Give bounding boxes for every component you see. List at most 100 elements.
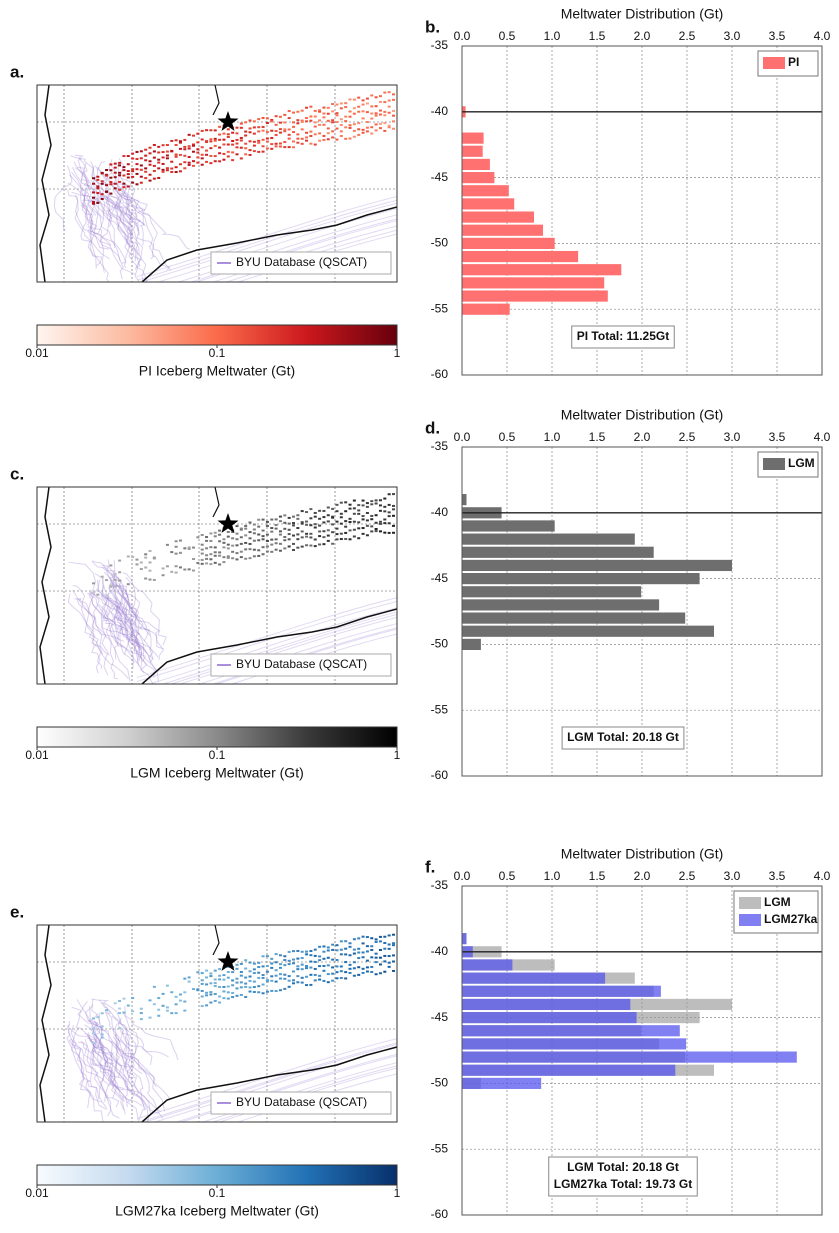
meltwater-point (200, 543, 204, 546)
meltwater-point (344, 137, 348, 140)
legend-box (757, 451, 819, 478)
meltwater-point (170, 139, 174, 142)
meltwater-point (122, 182, 126, 185)
meltwater-point (357, 937, 361, 940)
meltwater-point (226, 547, 230, 550)
meltwater-point (365, 966, 369, 969)
track (98, 604, 147, 662)
track (116, 596, 155, 678)
meltwater-point (157, 1014, 161, 1017)
meltwater-point (235, 538, 239, 541)
meltwater-point (218, 160, 222, 163)
meltwater-point (278, 954, 282, 957)
bar (462, 933, 467, 945)
meltwater-point (270, 147, 274, 150)
meltwater-point (257, 518, 261, 521)
meltwater-point (365, 970, 369, 973)
y-tick-label: -40 (431, 505, 449, 519)
bar (462, 972, 606, 984)
meltwater-point (278, 549, 282, 552)
meltwater-point (170, 171, 174, 174)
meltwater-point (292, 515, 295, 518)
meltwater-point (326, 964, 330, 967)
track (90, 1028, 120, 1108)
x-tick-label: 4.0 (814, 869, 831, 883)
meltwater-point (118, 579, 122, 582)
track (106, 196, 148, 282)
meltwater-point (100, 1033, 104, 1036)
meltwater-point (292, 125, 295, 128)
meltwater-point (313, 545, 317, 548)
track (108, 576, 148, 654)
meltwater-point (270, 957, 274, 960)
track (70, 1027, 100, 1100)
meltwater-point (370, 965, 374, 968)
meltwater-point (305, 984, 309, 987)
meltwater-point (313, 125, 317, 128)
meltwater-point (339, 512, 343, 515)
meltwater-point (383, 129, 387, 132)
track (101, 593, 159, 658)
meltwater-point (274, 527, 278, 530)
meltwater-point (270, 143, 274, 146)
meltwater-point (209, 147, 213, 150)
meltwater-point (257, 554, 261, 557)
meltwater-point (339, 135, 343, 138)
meltwater-point (209, 162, 213, 165)
track (111, 582, 141, 653)
meltwater-point (331, 966, 335, 969)
meltwater-point (357, 110, 361, 113)
meltwater-point (144, 566, 148, 569)
meltwater-point (361, 956, 365, 959)
meltwater-point (209, 154, 213, 157)
x-tick-label: 1.5 (589, 29, 606, 43)
legend-swatch (763, 57, 785, 69)
map-bg (37, 85, 397, 282)
meltwater-point (218, 533, 222, 536)
meltwater-point (283, 521, 287, 524)
meltwater-point (165, 167, 169, 170)
meltwater-point (113, 176, 117, 179)
coastline (141, 1046, 397, 1122)
track (74, 598, 103, 655)
meltwater-point (322, 536, 326, 539)
meltwater-point (165, 984, 169, 987)
meltwater-point (231, 530, 235, 533)
track (103, 592, 132, 656)
track (71, 1028, 126, 1103)
meltwater-point (252, 991, 256, 994)
track (73, 161, 112, 246)
meltwater-point (235, 525, 239, 528)
meltwater-point (322, 979, 326, 982)
track (87, 588, 109, 676)
meltwater-point (239, 993, 243, 996)
meltwater-point (200, 972, 204, 975)
panel-label: f. (425, 857, 435, 876)
meltwater-point (222, 985, 226, 988)
meltwater-point (248, 521, 252, 524)
meltwater-point (361, 967, 365, 970)
meltwater-point (257, 961, 261, 964)
meltwater-point (139, 157, 143, 160)
meltwater-point (278, 520, 282, 523)
meltwater-point (222, 561, 226, 564)
meltwater-point (322, 138, 326, 141)
meltwater-point (196, 132, 200, 135)
meltwater-point (331, 507, 335, 510)
meltwater-point (183, 161, 187, 164)
meltwater-point (92, 1042, 95, 1045)
meltwater-point (318, 119, 322, 122)
meltwater-point (318, 139, 322, 142)
meltwater-point (261, 955, 265, 958)
track (83, 162, 98, 216)
meltwater-point (270, 966, 274, 969)
track (96, 579, 117, 660)
bar (462, 211, 534, 223)
meltwater-point (248, 537, 252, 540)
meltwater-point (192, 144, 195, 147)
meltwater-point (126, 555, 130, 558)
meltwater-point (231, 131, 235, 134)
meltwater-point (209, 129, 213, 132)
meltwater-point (374, 961, 378, 964)
track (90, 591, 129, 680)
